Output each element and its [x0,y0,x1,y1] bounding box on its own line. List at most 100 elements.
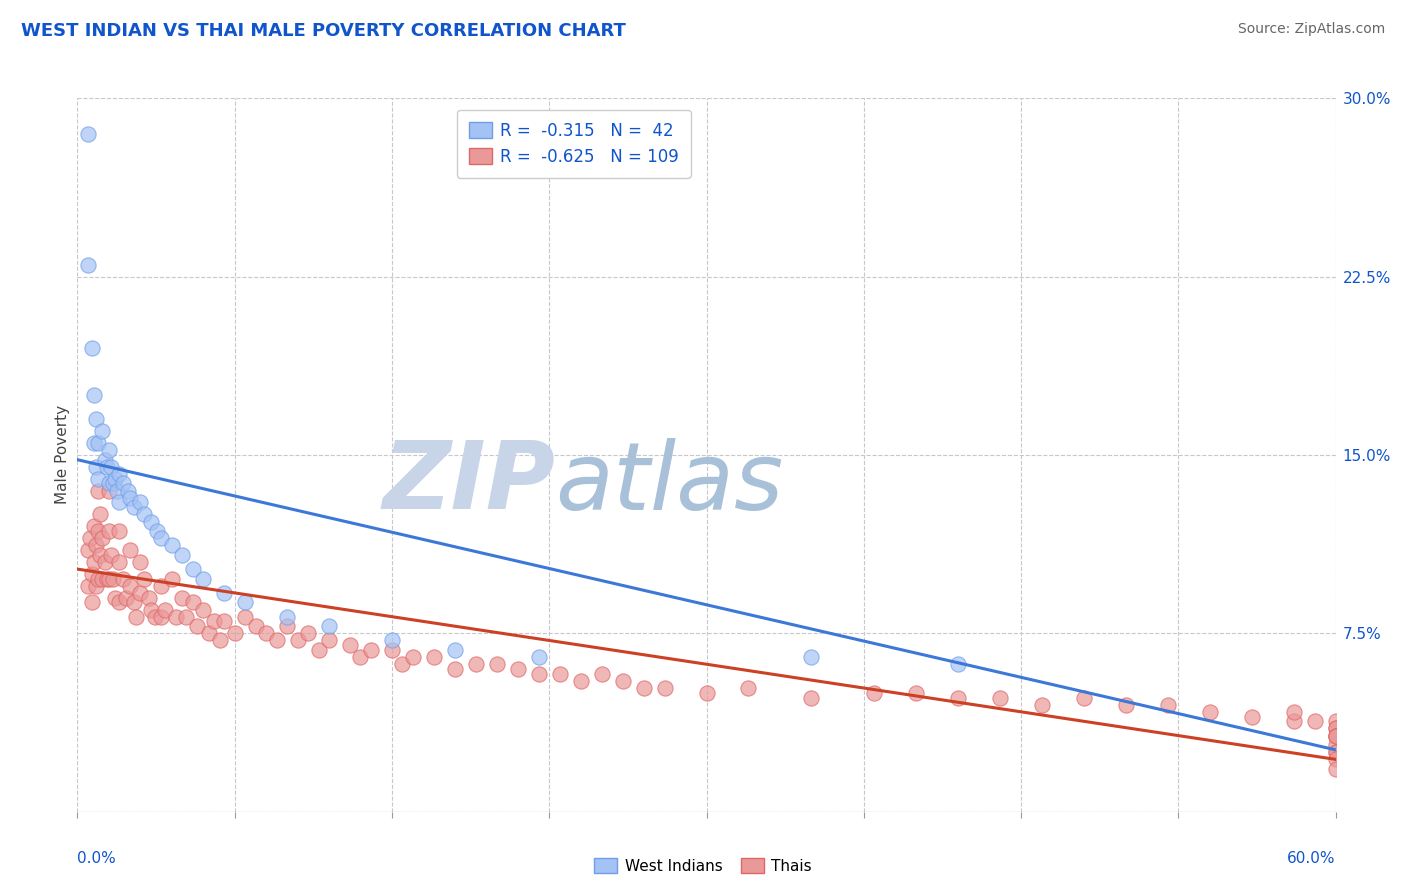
Point [905,686,928,700]
Point [527,666,550,681]
Point [339,638,361,652]
Point [318,619,340,633]
Point [318,633,340,648]
Point [1324,745,1347,759]
Point [84,579,107,593]
Point [80,341,103,355]
Text: WEST INDIAN VS THAI MALE POVERTY CORRELATION CHART: WEST INDIAN VS THAI MALE POVERTY CORRELA… [21,22,626,40]
Point [172,591,194,605]
Point [633,681,655,695]
Point [83,555,105,569]
Text: 60.0%: 60.0% [1288,851,1336,866]
Point [114,591,136,605]
Point [233,609,256,624]
Point [360,643,382,657]
Point [155,602,177,616]
Point [150,609,173,624]
Point [129,586,152,600]
Point [276,609,298,624]
Point [444,643,467,657]
Point [1282,714,1305,729]
Point [1324,729,1347,743]
Point [125,609,148,624]
Point [1324,729,1347,743]
Point [569,673,592,688]
Point [97,524,120,538]
Point [948,690,970,705]
Point [84,459,107,474]
Point [96,459,118,474]
Point [93,555,115,569]
Point [1157,698,1180,712]
Point [104,591,127,605]
Point [212,586,235,600]
Point [76,127,98,141]
Point [402,650,425,665]
Point [1324,762,1347,776]
Point [381,643,404,657]
Text: atlas: atlas [555,438,783,529]
Point [139,515,162,529]
Point [87,524,110,538]
Point [97,476,120,491]
Point [129,495,152,509]
Point [1324,714,1347,729]
Point [108,467,131,481]
Point [84,538,107,552]
Point [266,633,288,648]
Point [80,566,103,581]
Point [548,666,571,681]
Point [97,443,120,458]
Point [202,615,225,629]
Point [143,609,166,624]
Point [105,483,128,498]
Point [485,657,508,672]
Text: 0.0%: 0.0% [77,851,117,866]
Point [93,452,115,467]
Point [254,626,277,640]
Point [1324,722,1347,736]
Point [122,595,145,609]
Point [83,436,105,450]
Point [654,681,676,695]
Point [87,483,110,498]
Point [122,500,145,515]
Y-axis label: Male Poverty: Male Poverty [55,405,70,505]
Point [444,662,467,676]
Point [1324,729,1347,743]
Point [165,609,187,624]
Legend: West Indians, Thais: West Indians, Thais [588,852,818,880]
Point [287,633,309,648]
Point [87,472,110,486]
Text: ZIP: ZIP [382,437,555,530]
Point [91,531,114,545]
Point [134,572,156,586]
Point [181,595,204,609]
Point [1324,729,1347,743]
Point [76,579,98,593]
Point [101,476,124,491]
Point [139,602,162,616]
Point [1199,705,1222,719]
Point [89,508,111,522]
Point [1324,745,1347,759]
Point [108,495,131,509]
Point [97,483,120,498]
Point [118,543,141,558]
Point [527,650,550,665]
Point [591,666,613,681]
Point [1031,698,1053,712]
Point [138,591,160,605]
Point [181,562,204,576]
Point [118,579,141,593]
Point [1115,698,1137,712]
Point [79,531,101,545]
Point [112,476,135,491]
Point [83,388,105,402]
Point [212,615,235,629]
Point [224,626,246,640]
Point [129,555,152,569]
Point [1324,738,1347,752]
Point [1303,714,1326,729]
Point [349,650,371,665]
